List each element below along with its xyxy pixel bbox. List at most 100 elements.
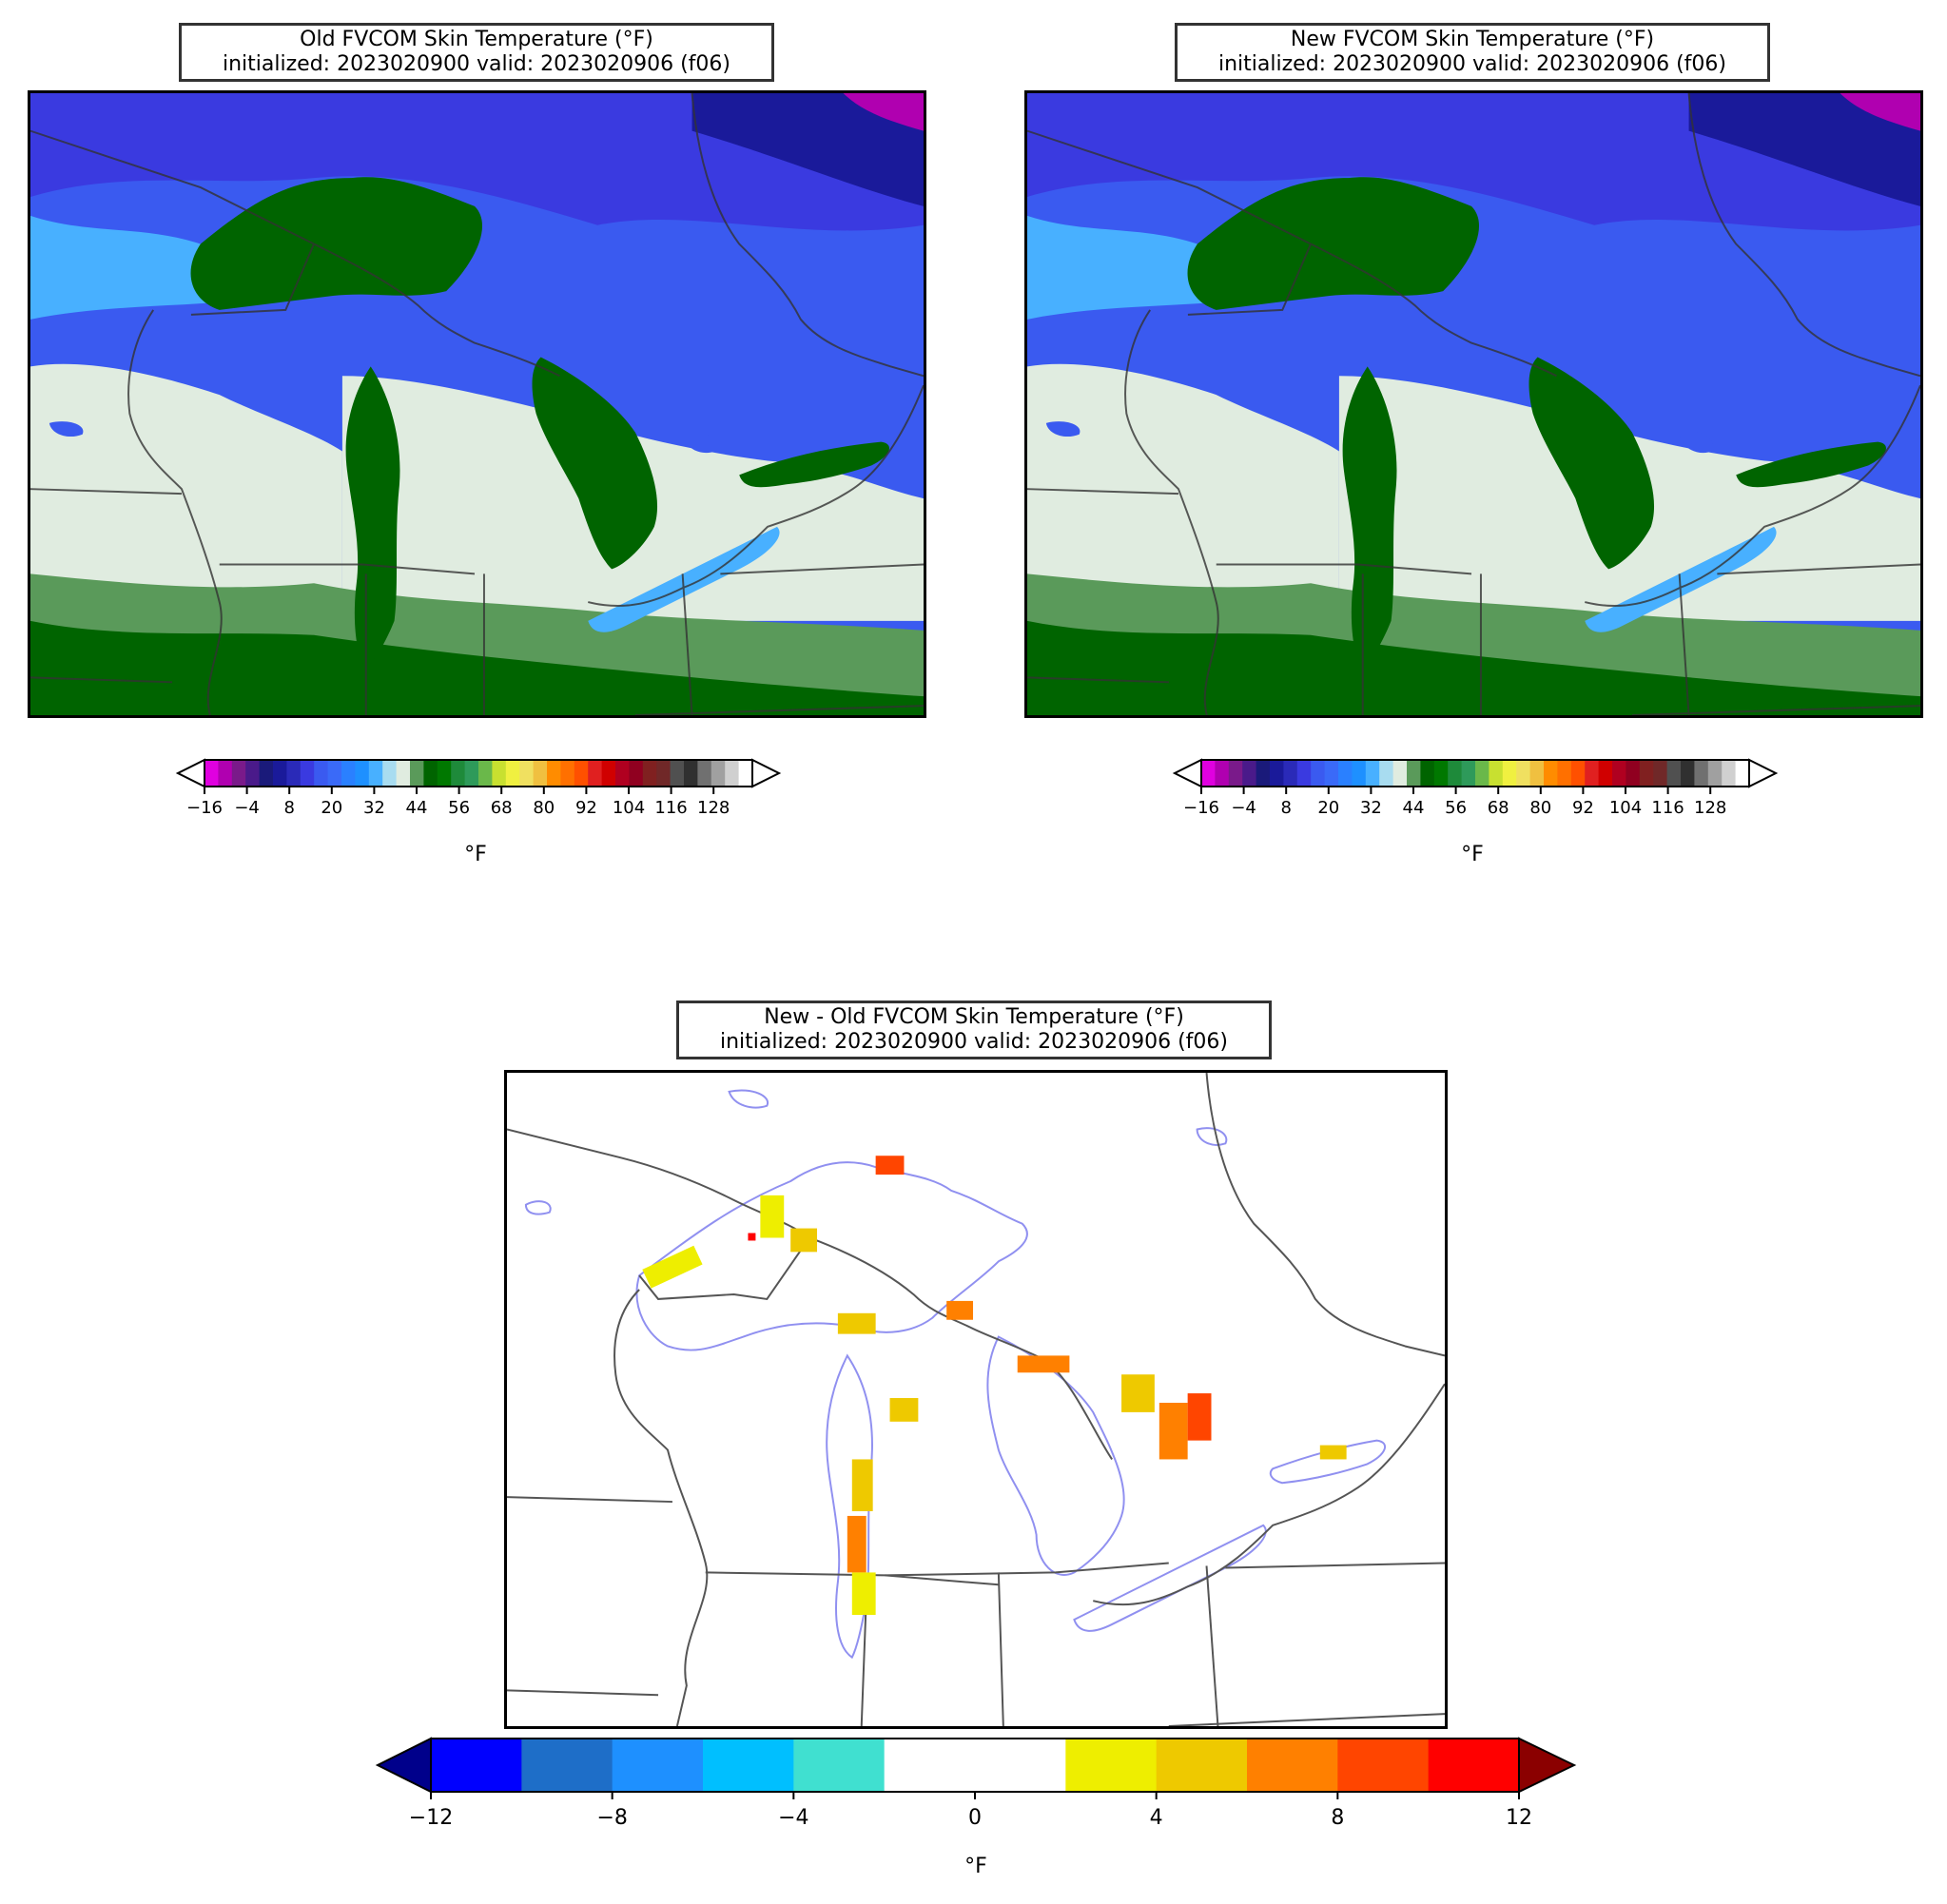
- colorbar-swatch: [519, 760, 535, 787]
- colorbar-swatch: [286, 760, 302, 787]
- old-temperature-map: [28, 90, 926, 718]
- colorbar-tick-label: 8: [283, 798, 294, 818]
- colorbar-swatch: [615, 760, 630, 787]
- colorbar-outline: [204, 759, 753, 787]
- colorbar-swatch: [1626, 760, 1641, 787]
- colorbar-swatch: [1557, 760, 1572, 787]
- colorbar-tick-label: 116: [654, 798, 687, 818]
- colorbar-swatch: [1707, 760, 1723, 787]
- old-title-line1: Old FVCOM Skin Temperature (°F): [300, 28, 653, 51]
- colorbar-swatch: [355, 760, 370, 787]
- colorbar-tick-label: 44: [1403, 798, 1425, 818]
- colorbar-swatch: [1475, 760, 1489, 787]
- colorbar-tick-label: 32: [363, 798, 385, 818]
- colorbar-tick-label: 32: [1360, 798, 1382, 818]
- colorbar-swatch: [560, 760, 575, 787]
- colorbar-swatch: [492, 760, 507, 787]
- colorbar-swatch: [574, 760, 589, 787]
- colorbar-swatch: [1379, 760, 1394, 787]
- diff-colorbar-swatch: [1156, 1739, 1248, 1792]
- diff-map-borders: [507, 1073, 1445, 1726]
- colorbar-swatch: [1324, 760, 1339, 787]
- diff-colorbar-swatch: [521, 1739, 613, 1792]
- colorbar-swatch: [547, 760, 561, 787]
- colorbar-extend-low: [175, 758, 205, 788]
- colorbar-swatch: [505, 760, 520, 787]
- diff-colorbar-extend-low: [375, 1737, 432, 1794]
- colorbar-swatch: [1585, 760, 1600, 787]
- colorbar-tick-label: −4: [234, 798, 260, 818]
- diff-colorbar-tick-label: 0: [968, 1806, 982, 1830]
- colorbar-swatch: [629, 760, 644, 787]
- colorbar-swatch: [601, 760, 616, 787]
- colorbar-swatch: [300, 760, 315, 787]
- colorbar-swatch: [1242, 760, 1257, 787]
- colorbar-swatch: [478, 760, 493, 787]
- colorbar-swatch: [1639, 760, 1654, 787]
- colorbar-tick-label: 128: [1694, 798, 1726, 818]
- colorbar-swatch: [1228, 760, 1243, 787]
- colorbar-swatch: [1365, 760, 1380, 787]
- colorbar-swatch: [711, 760, 726, 787]
- diff-colorbar-swatch: [612, 1739, 704, 1792]
- colorbar-outline: [1200, 759, 1750, 787]
- diff-colorbar-swatch: [884, 1739, 976, 1792]
- diff-colorbar-tick-label: 12: [1506, 1806, 1532, 1830]
- new-title-line1: New FVCOM Skin Temperature (°F): [1290, 28, 1655, 51]
- colorbar-swatch: [1392, 760, 1408, 787]
- new-title-line2: initialized: 2023020900 valid: 202302090…: [1218, 52, 1726, 76]
- colorbar-tick-label: 56: [1445, 798, 1467, 818]
- old-colorbar: −16 −4 8 20 32 44 56 68 80 92 104 116 128: [175, 758, 782, 834]
- colorbar-swatch: [1735, 760, 1750, 787]
- diff-colorbar-extend-high: [1518, 1737, 1577, 1794]
- colorbar-swatch: [368, 760, 383, 787]
- colorbar-swatch: [697, 760, 712, 787]
- colorbar-swatch: [464, 760, 479, 787]
- colorbar-tick-label: 20: [321, 798, 342, 818]
- diff-colorbar-swatch: [1428, 1739, 1520, 1792]
- colorbar-swatch: [396, 760, 411, 787]
- colorbar-swatch: [684, 760, 698, 787]
- colorbar-swatch: [1666, 760, 1682, 787]
- colorbar-swatch: [1352, 760, 1367, 787]
- colorbar-swatch: [1681, 760, 1695, 787]
- colorbar-swatch: [1653, 760, 1668, 787]
- colorbar-swatch: [218, 760, 233, 787]
- diff-colorbar-tick-label: −4: [778, 1806, 808, 1830]
- colorbar-swatch: [245, 760, 261, 787]
- new-temperature-map-image: [1027, 93, 1920, 715]
- new-colorbar-svg: −16 −4 8 20 32 44 56 68 80 92 104 116 128: [1172, 758, 1779, 818]
- diff-colorbar-svg: −12 −8 −4 0 4 8 12: [375, 1737, 1577, 1830]
- old-title-line2: initialized: 2023020900 valid: 202302090…: [223, 52, 730, 76]
- new-temperature-map: [1024, 90, 1923, 718]
- colorbar-tick-label: 44: [406, 798, 428, 818]
- diff-colorbar-swatch: [431, 1739, 522, 1792]
- old-colorbar-unit: °F: [464, 843, 487, 866]
- colorbar-swatch: [1612, 760, 1626, 787]
- colorbar-swatch: [588, 760, 603, 787]
- colorbar-tick-label: 68: [1488, 798, 1509, 818]
- colorbar-swatch: [642, 760, 657, 787]
- colorbar-swatch: [1433, 760, 1449, 787]
- old-colorbar-svg: −16 −4 8 20 32 44 56 68 80 92 104 116 128: [175, 758, 782, 818]
- colorbar-swatch: [670, 760, 685, 787]
- colorbar-swatch: [1215, 760, 1230, 787]
- difference-map-image: [507, 1073, 1445, 1726]
- diff-colorbar-tick-label: −8: [596, 1806, 627, 1830]
- colorbar-swatch: [259, 760, 274, 787]
- colorbar-tick-label: −16: [186, 798, 223, 818]
- diff-colorbar-swatch: [1337, 1739, 1430, 1792]
- colorbar-swatch: [1502, 760, 1517, 787]
- colorbar-swatch: [327, 760, 342, 787]
- colorbar-tick-label: −16: [1183, 798, 1219, 818]
- colorbar-tick-label: 80: [533, 798, 555, 818]
- colorbar-tick-label: 56: [448, 798, 470, 818]
- colorbar-swatch: [1283, 760, 1298, 787]
- colorbar-tick-label: 128: [697, 798, 730, 818]
- colorbar-swatch: [1201, 760, 1216, 787]
- colorbar-swatch: [451, 760, 466, 787]
- diff-panel-title: New - Old FVCOM Skin Temperature (°F) in…: [676, 1001, 1272, 1059]
- colorbar-swatch: [382, 760, 398, 787]
- diff-colorbar-tick-label: −12: [409, 1806, 453, 1830]
- diff-title-line2: initialized: 2023020900 valid: 202302090…: [720, 1030, 1228, 1054]
